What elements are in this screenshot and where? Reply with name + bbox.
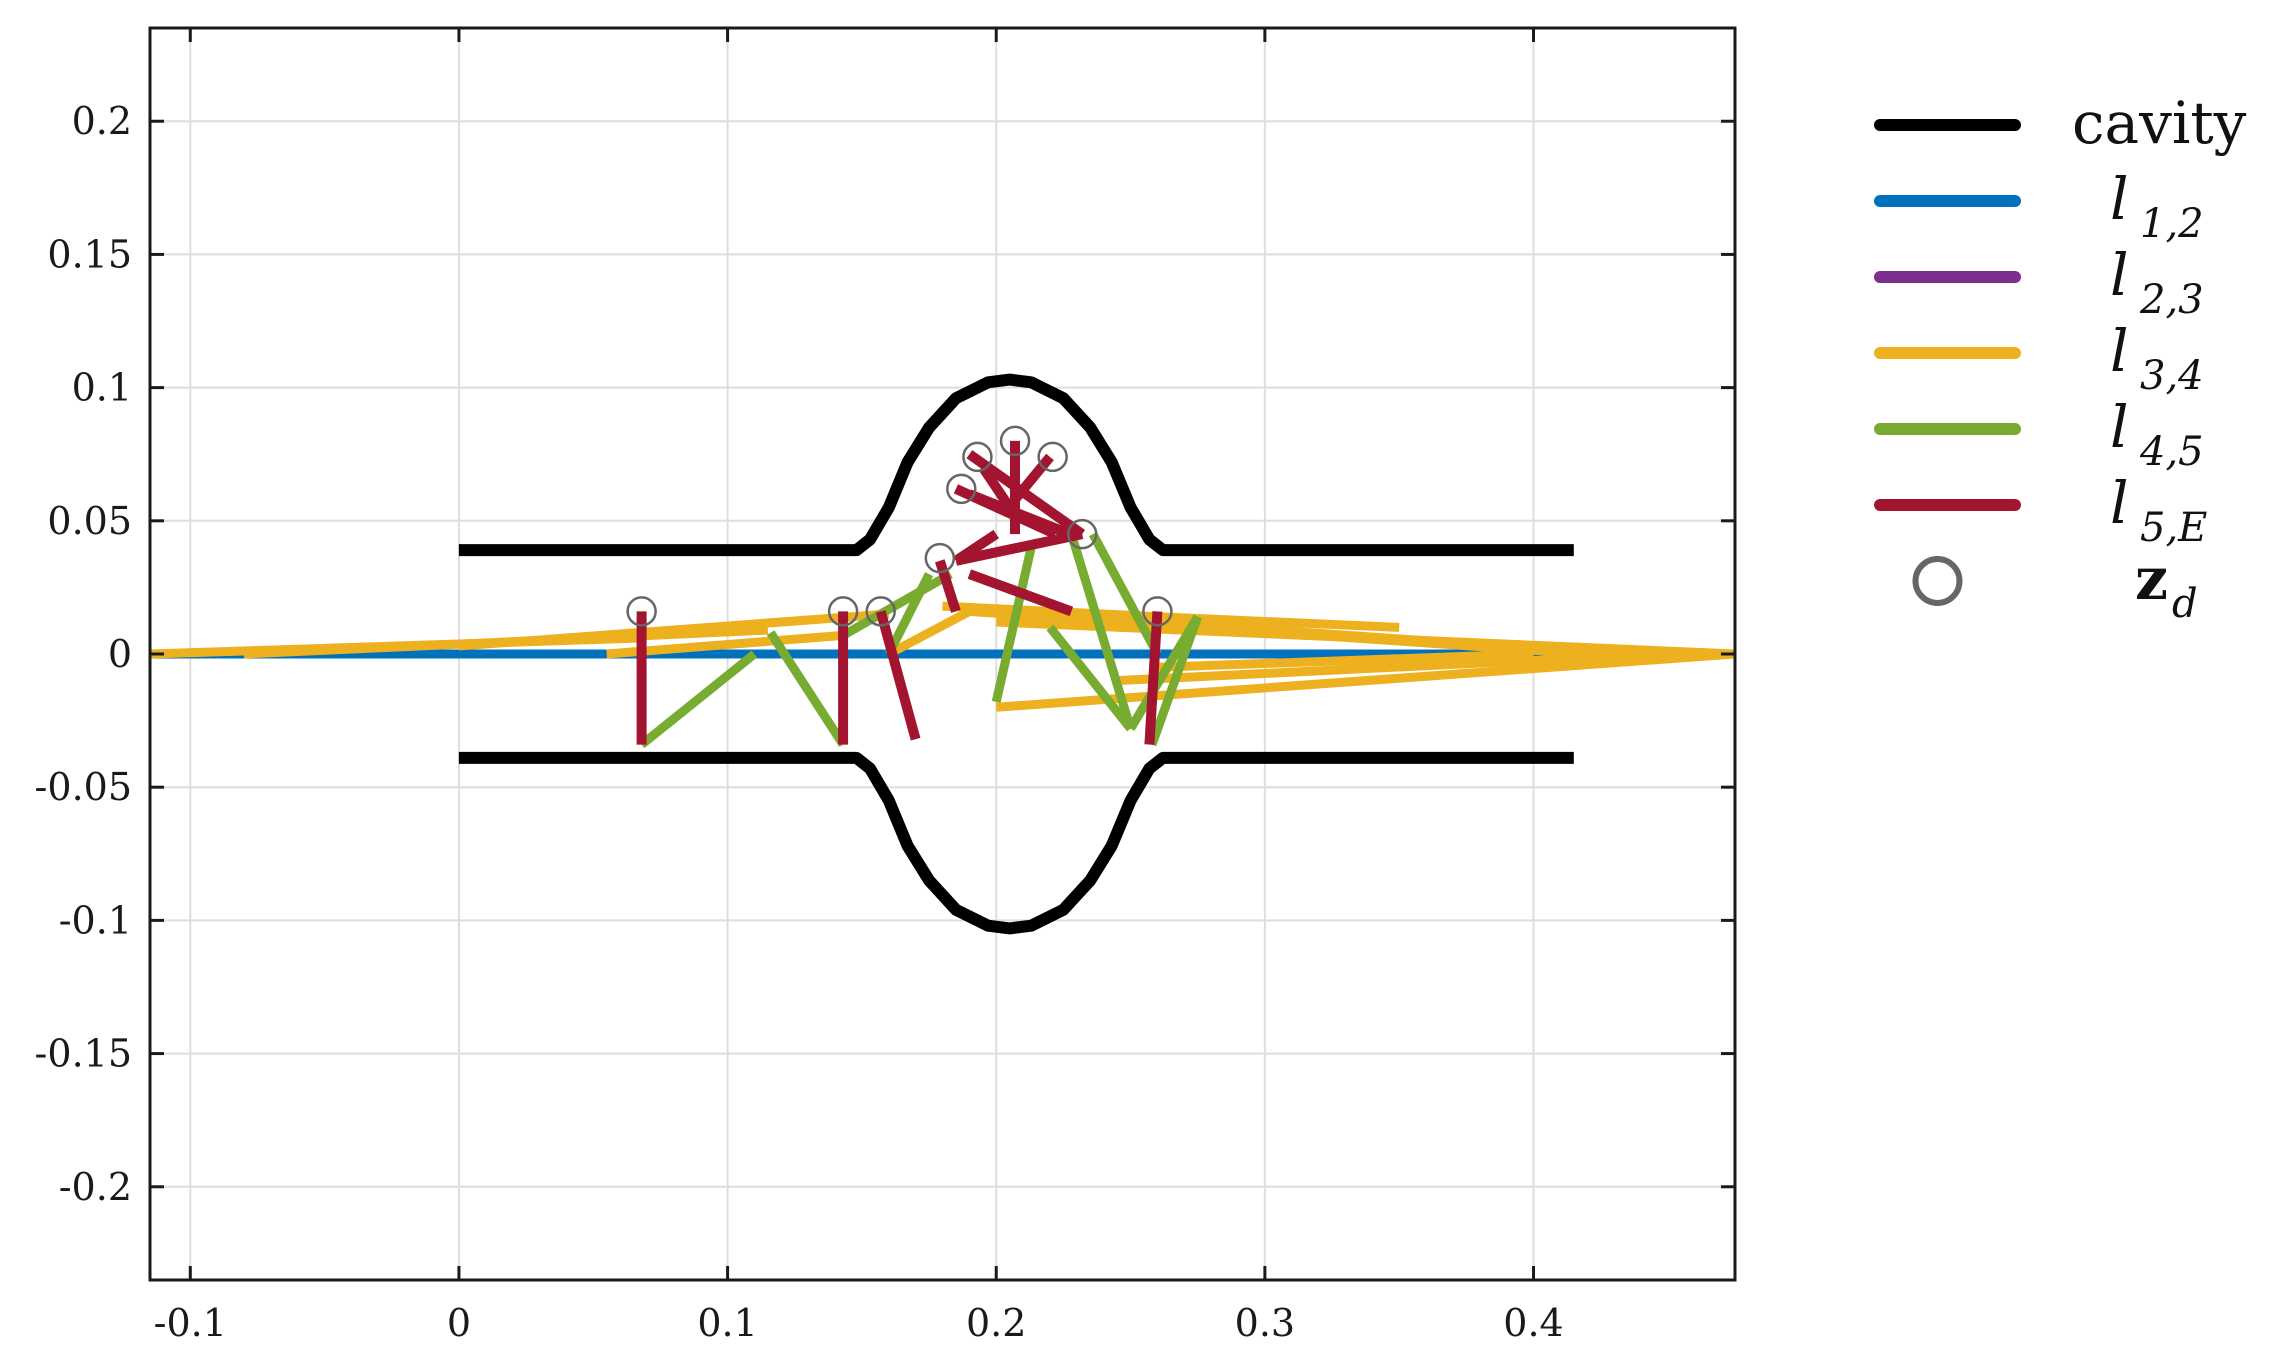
legend-label-cavity: cavity <box>2072 89 2247 157</box>
legend-item-l5E: l 5,E <box>1874 469 2207 551</box>
zd-point-7 <box>1037 441 1068 473</box>
zd-point-8 <box>1066 518 1098 550</box>
legend-item-l23: l 2,3 <box>1874 241 2204 323</box>
legend-sub-l45: 4,5 <box>2139 429 2204 475</box>
legend-label-l45: l <box>2110 393 2129 461</box>
y-tick-label-6: -0.1 <box>59 898 132 942</box>
l45-line-1 <box>766 630 847 748</box>
y-tick-label-0: 0.2 <box>72 99 132 143</box>
y-tick-label-8: -0.2 <box>59 1165 132 1209</box>
legend-item-cavity: cavity <box>1874 89 2247 157</box>
y-tick-label-7: -0.15 <box>35 1032 132 1076</box>
x-tick-label-0: -0.1 <box>154 1301 227 1345</box>
y-tick-label-1: 0.15 <box>47 232 132 276</box>
zd-point-2 <box>865 596 896 627</box>
legend-item-l12: l 1,2 <box>1874 165 2204 247</box>
cavity-line-1 <box>458 751 1574 935</box>
l34-line-11 <box>1157 649 1534 672</box>
zd-point-0 <box>626 596 657 627</box>
legend-sub-l5E: 5,E <box>2140 505 2207 551</box>
legend-label-l5E: l <box>2110 469 2129 537</box>
l34-line-8 <box>1157 617 1615 659</box>
legend-label-zd: z <box>2135 545 2168 613</box>
l5E-line-10 <box>954 529 1084 566</box>
tick-labels: -0.1 0 0.1 0.2 0.3 0.4 0.2 0.15 0.1 0.05 0 -0.05 -0.… <box>35 99 1564 1345</box>
l45-line-2 <box>840 570 953 640</box>
zd-point-3 <box>924 542 956 574</box>
y-tick-label-5: -0.05 <box>35 765 132 809</box>
x-tick-label-1: 0 <box>447 1301 471 1345</box>
legend-sub-l23: 2,3 <box>2139 277 2204 323</box>
legend-sub-l34: 3,4 <box>2140 353 2204 399</box>
legend-swatch-zd <box>1912 556 1963 606</box>
l5E-line-11 <box>967 569 1074 617</box>
l34-line-3 <box>458 609 890 651</box>
zd-points <box>626 425 1173 627</box>
y-tick-label-4: 0 <box>108 632 132 676</box>
legend-label-l34: l <box>2110 317 2129 385</box>
legend-label-l23: l <box>2110 241 2129 309</box>
x-tick-label-3: 0.2 <box>966 1301 1026 1345</box>
l45-line-3 <box>884 572 934 657</box>
l45-line-7 <box>1046 624 1135 732</box>
l5E-line-2 <box>875 610 921 741</box>
zd-point-5 <box>962 441 993 473</box>
zd-point-1 <box>827 596 859 627</box>
x-tick-label-4: 0.3 <box>1235 1301 1295 1345</box>
l5E-line-3 <box>935 559 961 613</box>
l5E-line-5 <box>978 464 1014 511</box>
l45-line-6 <box>1088 531 1162 657</box>
zd-point-9 <box>1142 596 1173 627</box>
legend-label-l12: l <box>2110 165 2129 233</box>
x-tick-label-5: 0.4 <box>1503 1301 1563 1345</box>
zd-point-6 <box>999 425 1031 457</box>
l45-line-0 <box>638 650 758 749</box>
legend-sub-zd: d <box>2172 581 2198 627</box>
l34-line-10 <box>1116 649 1669 686</box>
l45-line-5 <box>1067 532 1135 730</box>
legend-sub-l12: 1,2 <box>2140 201 2204 247</box>
zd-point-4 <box>946 473 977 505</box>
x-tick-label-2: 0.1 <box>697 1301 757 1345</box>
legend-item-l45: l 4,5 <box>1874 393 2204 475</box>
l34-line-4 <box>886 607 972 658</box>
l5E-line-13 <box>1144 611 1163 745</box>
series-layer <box>150 373 1735 935</box>
axis-ticks <box>150 28 1735 1280</box>
y-tick-label-3: 0.05 <box>47 499 132 543</box>
l45-line-4 <box>991 546 1036 703</box>
l45-line-9 <box>1147 615 1202 747</box>
y-tick-label-2: 0.1 <box>72 366 132 410</box>
legend-item-l34: l 3,4 <box>1874 317 2204 399</box>
cavity-line-0 <box>458 373 1574 557</box>
l5E-line-12 <box>953 529 999 565</box>
